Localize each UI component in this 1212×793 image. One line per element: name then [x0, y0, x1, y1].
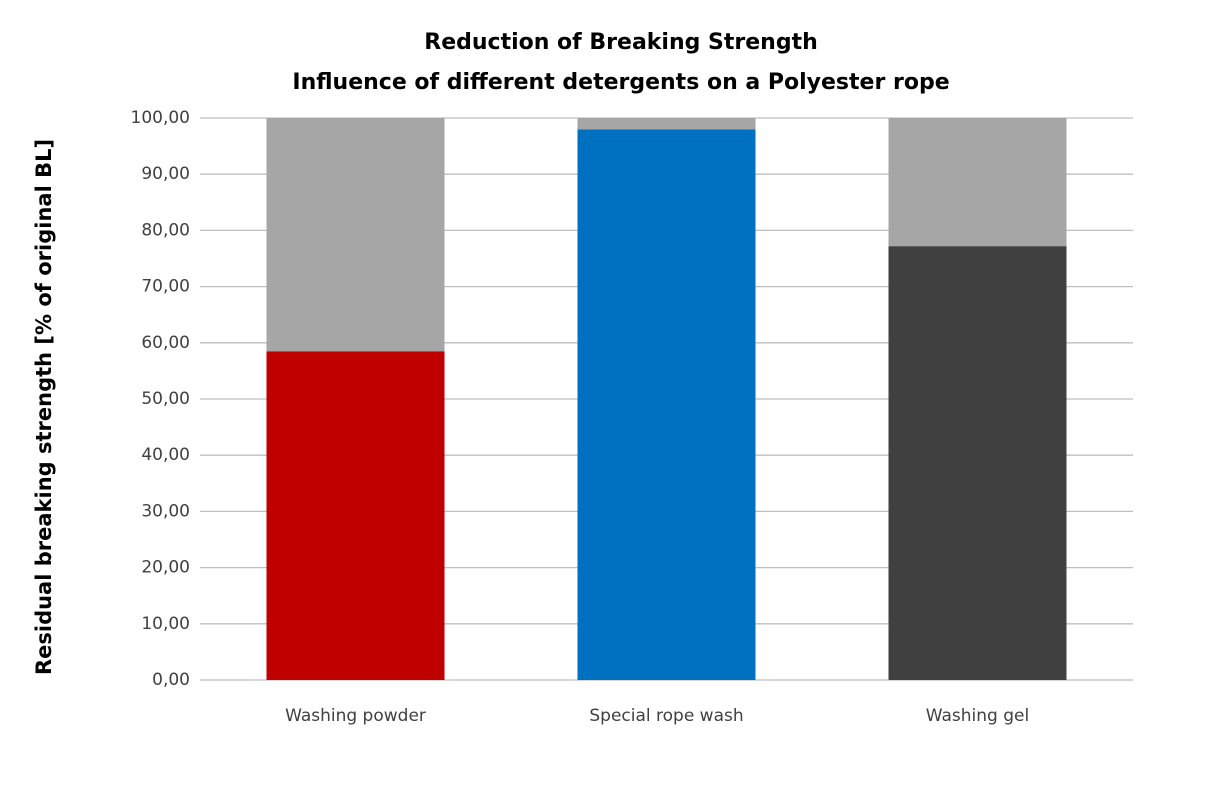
bar-segment	[266, 351, 445, 680]
bar-segment	[577, 129, 756, 681]
y-tick-label: 60,00	[141, 333, 190, 353]
y-tick-label: 70,00	[141, 277, 190, 297]
bar-segment	[888, 246, 1067, 681]
y-tick-label: 40,00	[141, 445, 190, 465]
bar-segment	[577, 118, 756, 130]
x-tick-label: Washing gel	[926, 706, 1029, 726]
y-tick-label: 100,00	[131, 108, 190, 128]
bar-segment	[266, 118, 445, 352]
y-tick-label: 90,00	[141, 164, 190, 184]
chart-title: Reduction of Breaking Strength	[424, 30, 818, 55]
bar-segment	[888, 118, 1067, 247]
y-tick-label: 10,00	[141, 614, 190, 634]
chart-subtitle: Influence of different detergents on a P…	[292, 70, 949, 95]
y-tick-label: 30,00	[141, 501, 190, 521]
x-tick-label: Special rope wash	[589, 706, 743, 726]
y-tick-label: 0,00	[152, 670, 190, 690]
y-tick-label: 80,00	[141, 220, 190, 240]
y-axis-label: Residual breaking strength [% of origina…	[32, 139, 56, 675]
x-tick-label: Washing powder	[285, 706, 426, 726]
y-tick-label: 50,00	[141, 389, 190, 409]
y-tick-label: 20,00	[141, 558, 190, 578]
